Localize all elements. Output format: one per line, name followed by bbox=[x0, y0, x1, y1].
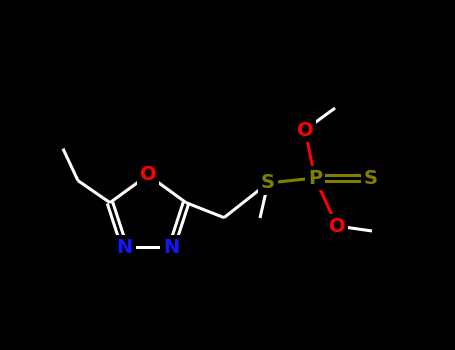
Text: N: N bbox=[116, 238, 132, 257]
Text: S: S bbox=[364, 168, 378, 188]
Text: P: P bbox=[308, 168, 322, 188]
Text: O: O bbox=[140, 166, 157, 184]
Text: N: N bbox=[163, 238, 180, 257]
Text: S: S bbox=[261, 174, 275, 192]
Text: O: O bbox=[329, 217, 345, 236]
Text: O: O bbox=[297, 120, 313, 140]
